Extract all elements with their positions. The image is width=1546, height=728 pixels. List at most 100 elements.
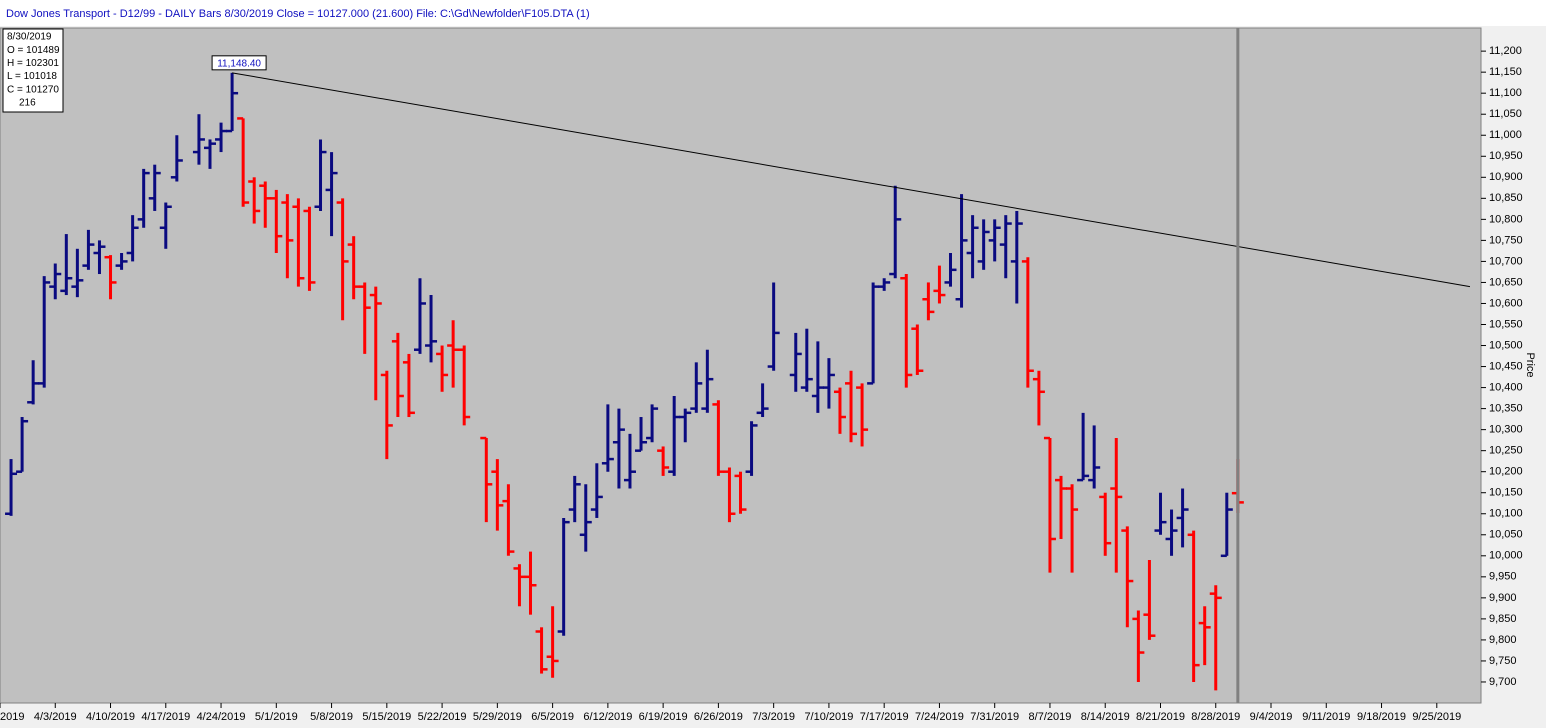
x-tick-label: 9/18/2019: [1357, 711, 1406, 723]
ohlc-bar: [126, 215, 139, 262]
x-tick-label: 7/31/2019: [970, 711, 1019, 723]
ohlc-bar: [16, 417, 29, 473]
x-tick-label: 4/3/2019: [34, 711, 77, 723]
ohlc-bar: [1066, 484, 1079, 573]
plot: [5, 28, 1471, 703]
y-tick-label: 9,850: [1489, 613, 1517, 625]
ohlc-bar: [579, 484, 592, 552]
ohlc-bar: [590, 463, 603, 518]
ohlc-bar: [159, 202, 172, 249]
ohlc-bar: [259, 181, 272, 228]
ohlc-bar: [546, 606, 559, 678]
ohlc-bar: [856, 383, 869, 447]
ohlc-bar: [833, 387, 846, 434]
ohlc-bar: [1110, 438, 1123, 573]
ohlc-bar: [115, 253, 128, 270]
ohlc-bar: [966, 215, 979, 279]
y-tick-label: 10,450: [1489, 360, 1523, 372]
ohlc-bar: [657, 446, 670, 476]
y-tick-label: 10,050: [1489, 529, 1523, 541]
ohlc-bar: [237, 117, 250, 207]
info-line: C = 101270: [7, 84, 59, 95]
ohlc-bar: [1198, 606, 1211, 666]
y-tick-label: 10,700: [1489, 255, 1523, 267]
info-line: H = 102301: [7, 58, 59, 69]
x-tick-label: 9/4/2019: [1250, 711, 1293, 723]
ohlc-bar: [1010, 210, 1023, 304]
ohlc-bar: [524, 551, 537, 615]
ohlc-bar: [646, 404, 659, 443]
y-tick-label: 9,900: [1489, 592, 1517, 604]
ohlc-bar: [27, 360, 40, 405]
ohlc-bar: [380, 370, 393, 460]
annotation-box: [211, 55, 267, 71]
ohlc-bar: [203, 139, 216, 169]
ohlc-bar: [270, 189, 283, 253]
ohlc-bar: [458, 345, 471, 426]
ohlc-bar: [425, 295, 438, 363]
x-tick-label: 6/19/2019: [639, 711, 688, 723]
ohlc-bar: [988, 219, 1001, 262]
ohlc-bar: [623, 433, 636, 489]
ohlc-bar: [226, 72, 239, 133]
ohlc-bar: [292, 198, 305, 287]
x-tick-label: 5/22/2019: [418, 711, 467, 723]
ohlc-bar: [5, 459, 18, 516]
y-tick-label: 11,200: [1489, 45, 1522, 57]
y-tick-label: 10,100: [1489, 508, 1523, 520]
ohlc-bar: [93, 240, 106, 275]
info-line: 8/30/2019: [7, 32, 52, 43]
y-tick-label: 9,800: [1489, 634, 1517, 646]
y-tick-label: 10,400: [1489, 381, 1523, 393]
ohlc-bar: [1099, 492, 1112, 556]
ohlc-bar: [60, 234, 73, 296]
y-tick-label: 10,250: [1489, 445, 1523, 457]
x-tick-label: 3/27/2019: [0, 711, 24, 723]
y-tick-label: 11,050: [1489, 108, 1522, 120]
ohlc-bar: [690, 362, 703, 413]
ohlc-bar: [535, 627, 548, 674]
ohlc-bar: [889, 185, 902, 279]
ohlc-bar: [38, 276, 51, 388]
x-tick-label: 9/11/2019: [1302, 711, 1350, 723]
y-axis-label: Price: [1524, 352, 1536, 377]
ohlc-bar: [1143, 560, 1156, 640]
ohlc-bar: [491, 459, 504, 531]
y-tick-label: 11,100: [1489, 87, 1522, 99]
ohlc-bar: [1220, 492, 1233, 558]
ohlc-bar: [811, 341, 824, 413]
x-tick-label: 8/7/2019: [1029, 711, 1072, 723]
ohlc-bar: [878, 278, 891, 291]
ohlc-bar: [723, 467, 736, 523]
ohlc-bar: [1121, 526, 1134, 628]
ohlc-bar: [447, 320, 460, 388]
ohlc-bar: [933, 265, 946, 304]
ohlc-bar: [867, 282, 880, 385]
trend-line: [232, 72, 1471, 288]
y-tick-label: 10,350: [1489, 403, 1523, 415]
y-tick-label: 10,950: [1489, 150, 1523, 162]
ohlc-bar: [1176, 488, 1189, 548]
ohlc-bar: [1021, 257, 1034, 388]
info-line: 216: [19, 98, 36, 109]
chart-title: Dow Jones Transport - D12/99 - DAILY Bar…: [6, 8, 590, 20]
ohlc-bar: [679, 408, 692, 443]
ohlc-bar: [922, 282, 935, 321]
ohlc-bar: [668, 395, 681, 476]
ohlc-bar: [557, 517, 570, 636]
ohlc-bar: [82, 229, 95, 270]
ohlc-bar: [436, 345, 449, 392]
ohlc-bar: [612, 408, 625, 489]
ohlc-bar: [1077, 412, 1090, 482]
ohlc-bar: [314, 139, 327, 211]
info-line: O = 101489: [7, 45, 60, 56]
ohlc-bar: [911, 324, 924, 375]
ohlc-bar: [1165, 509, 1178, 556]
y-axis-area: [1482, 28, 1546, 703]
y-tick-label: 9,950: [1489, 571, 1517, 583]
y-tick-label: 9,750: [1489, 655, 1517, 667]
ohlc-bar: [845, 370, 858, 443]
ohlc-bar: [756, 383, 769, 418]
annotation-label: 11,148.40: [217, 58, 261, 69]
ohlc-bar: [1209, 585, 1222, 691]
